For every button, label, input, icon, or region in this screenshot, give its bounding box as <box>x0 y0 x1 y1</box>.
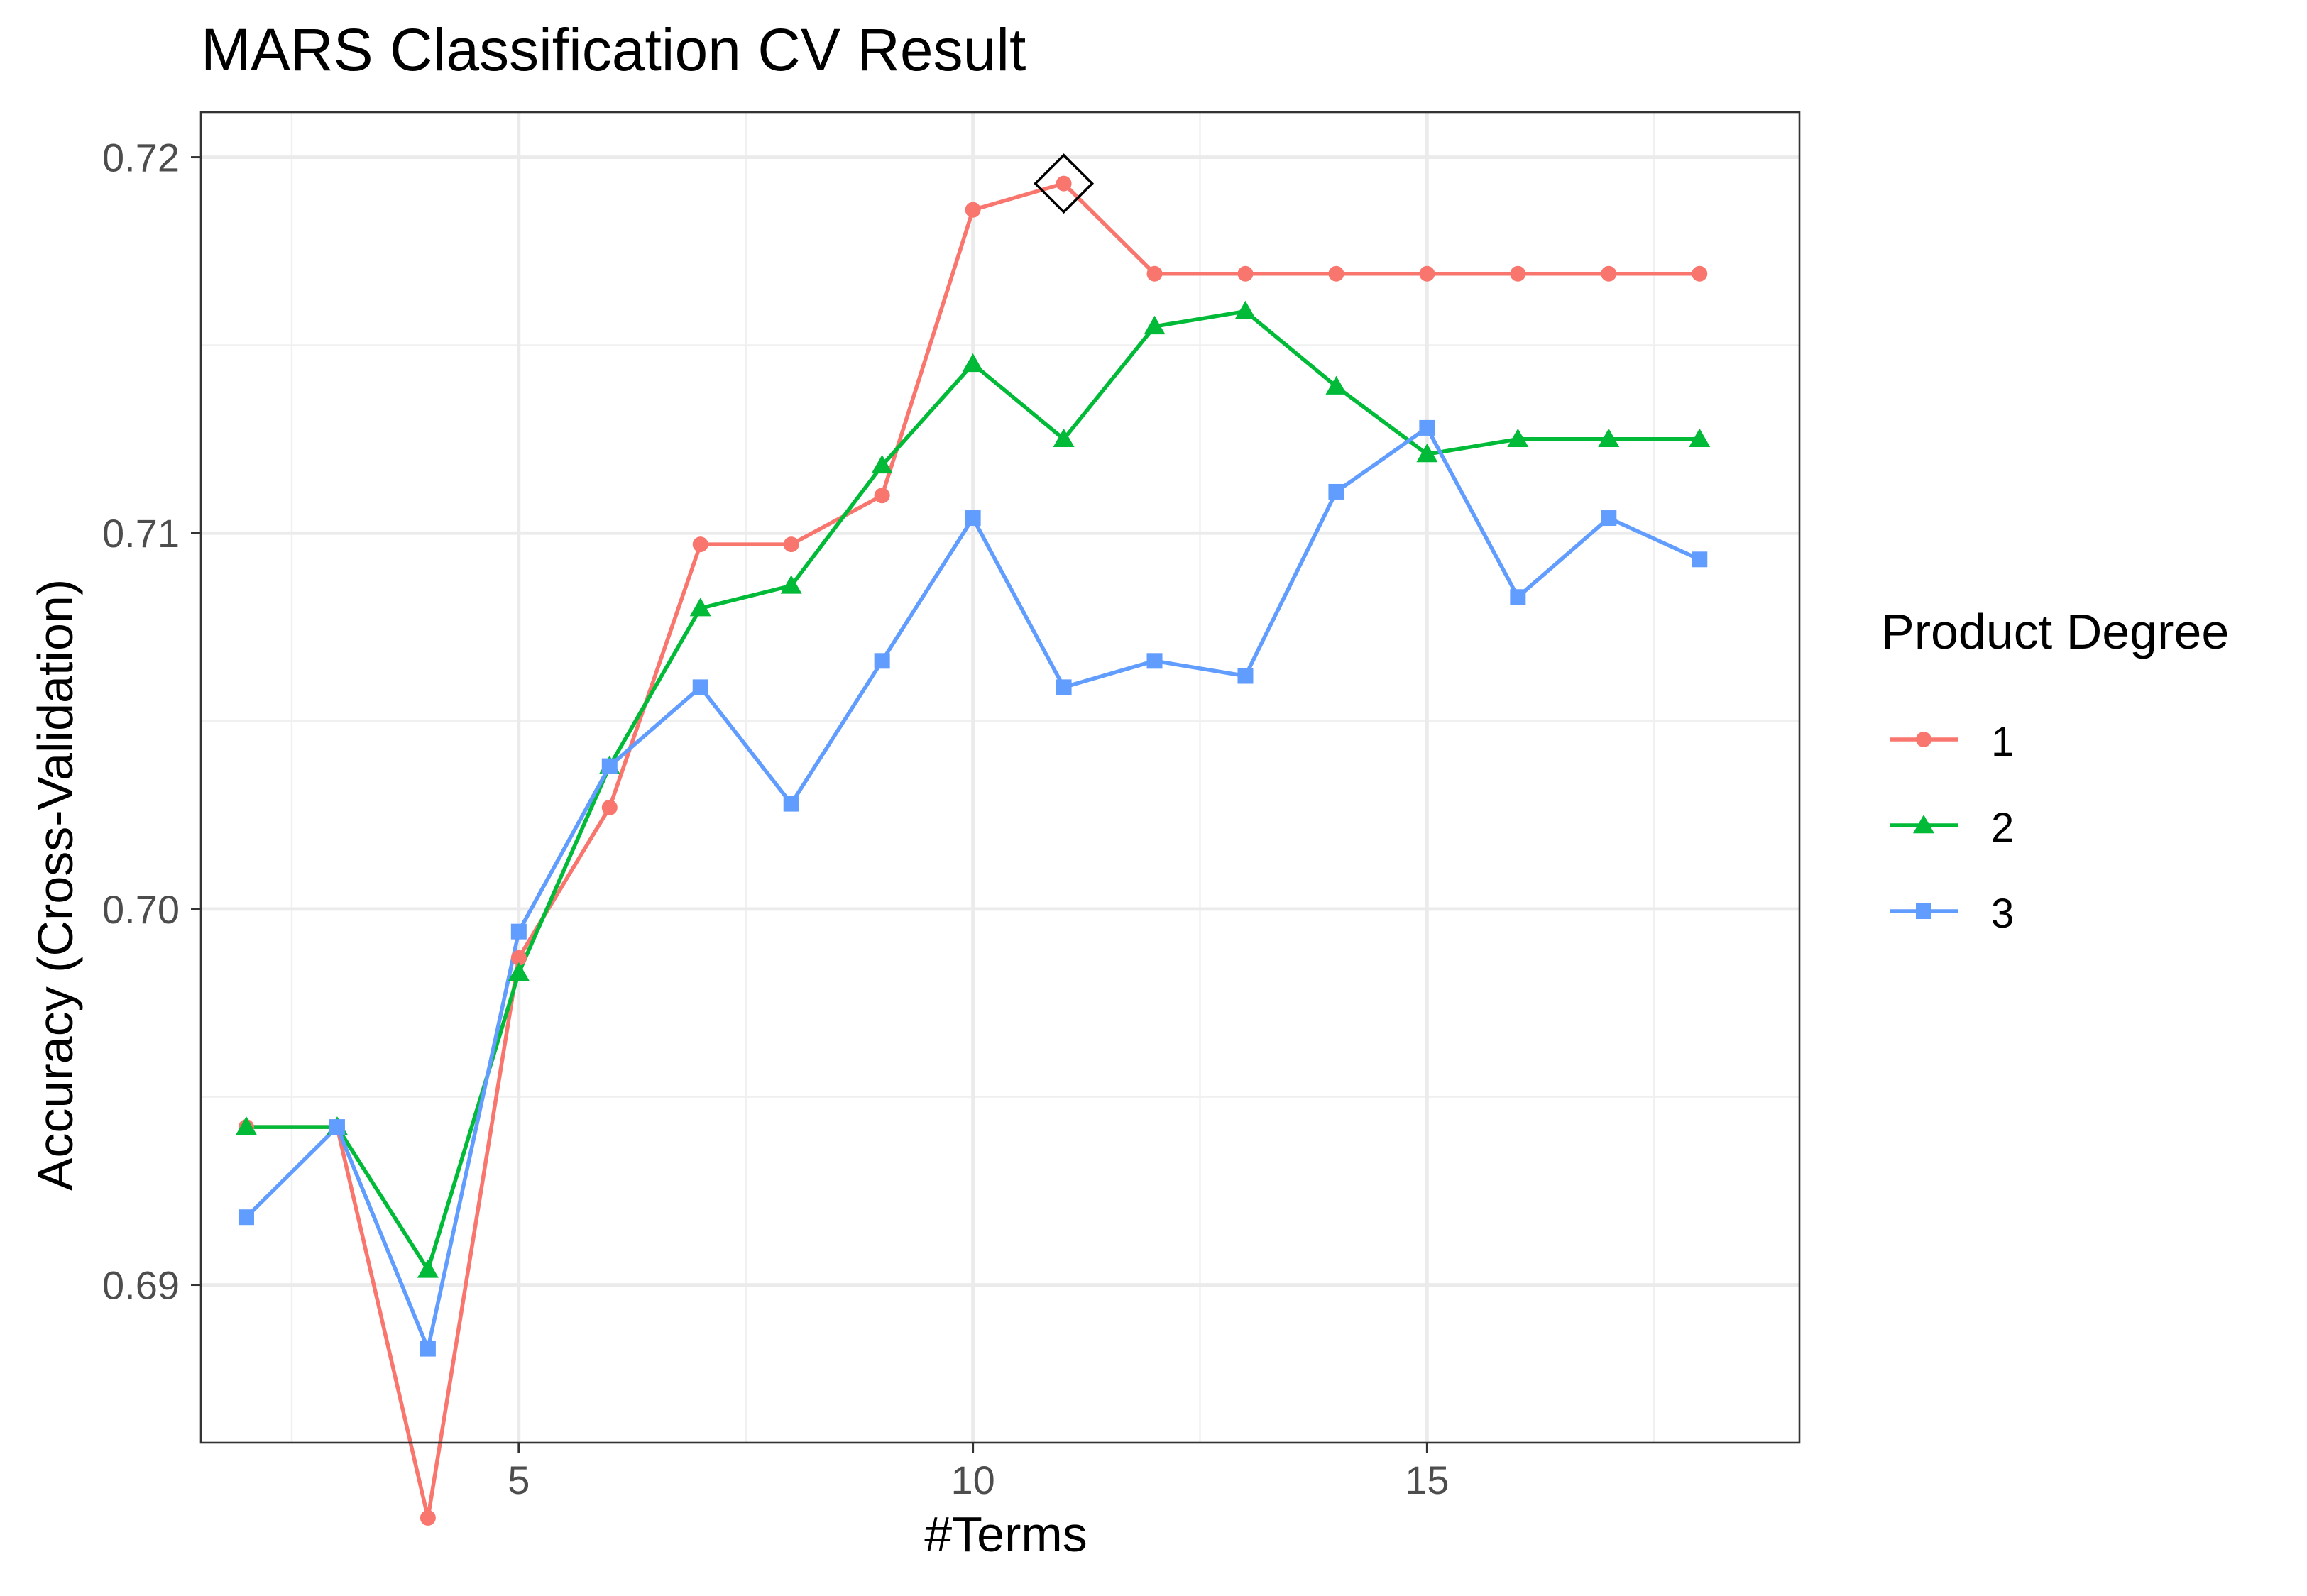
data-point-1-8 <box>783 536 799 553</box>
data-point-1-7 <box>692 536 708 553</box>
data-point-1-12 <box>1146 265 1163 282</box>
legend-key-2 <box>1890 815 1958 834</box>
y-tick-label: 0.71 <box>102 511 180 556</box>
data-point-1-16 <box>1510 265 1526 282</box>
legend-item-1: 1 <box>1881 697 2229 783</box>
x-axis-label: #Terms <box>924 1507 1087 1562</box>
legend-label-3: 3 <box>1991 891 2015 937</box>
data-point-3-11 <box>1056 679 1072 695</box>
data-point-3-16 <box>1510 589 1526 605</box>
data-point-3-7 <box>692 679 708 695</box>
data-point-3-17 <box>1601 510 1617 527</box>
legend-item-2: 2 <box>1881 783 2229 869</box>
data-point-1-6 <box>601 799 618 815</box>
legend: Product Degree 1 2 3 <box>1881 603 2229 954</box>
data-point-2-9 <box>871 454 893 474</box>
data-point-2-8 <box>780 575 802 594</box>
data-point-1-13 <box>1237 265 1254 282</box>
legend-key-marker <box>1916 903 1931 919</box>
data-point-1-5 <box>510 950 527 966</box>
x-tick-label: 10 <box>950 1458 994 1502</box>
data-point-2-5 <box>508 962 530 981</box>
legend-label-2: 2 <box>1991 805 2015 851</box>
data-point-3-6 <box>601 758 618 774</box>
data-point-3-4 <box>420 1341 436 1357</box>
legend-item-3: 3 <box>1881 869 2229 954</box>
data-point-1-18 <box>1692 265 1708 282</box>
data-point-2-18 <box>1689 428 1711 448</box>
data-point-3-8 <box>783 796 799 812</box>
legend-key-marker <box>1916 732 1931 747</box>
data-point-2-7 <box>689 598 711 617</box>
y-tick-label: 0.69 <box>102 1263 180 1308</box>
data-point-2-11 <box>1053 428 1075 448</box>
data-point-3-15 <box>1419 419 1435 436</box>
data-point-1-15 <box>1419 265 1435 282</box>
y-tick-label: 0.72 <box>102 136 180 180</box>
data-point-2-17 <box>1598 428 1620 448</box>
legend-items: 1 2 3 <box>1881 697 2229 954</box>
series-markers-3 <box>238 419 1708 1357</box>
x-tick-label: 5 <box>508 1458 530 1502</box>
data-point-3-13 <box>1237 668 1254 684</box>
plot-border <box>199 111 1801 1444</box>
data-point-1-17 <box>1601 265 1617 282</box>
data-point-2-15 <box>1416 443 1438 463</box>
data-point-2-12 <box>1144 315 1166 335</box>
data-point-3-18 <box>1692 551 1708 568</box>
data-point-3-14 <box>1328 483 1344 500</box>
y-axis-label: Accuracy (Cross-Validation) <box>28 578 83 1192</box>
data-point-1-14 <box>1328 265 1344 282</box>
data-point-2-2 <box>235 1116 257 1135</box>
legend-key-1 <box>1890 732 1958 747</box>
data-point-3-3 <box>329 1119 345 1135</box>
data-point-3-2 <box>238 1209 254 1226</box>
data-point-3-9 <box>874 653 890 669</box>
data-point-2-16 <box>1507 428 1529 448</box>
legend-key-3 <box>1890 903 1958 919</box>
data-point-1-11 <box>1056 175 1072 192</box>
data-point-1-4 <box>420 1509 436 1526</box>
legend-title: Product Degree <box>1881 604 2230 659</box>
data-point-1-10 <box>965 202 981 218</box>
y-tick-label: 0.70 <box>102 887 180 932</box>
data-point-3-5 <box>510 923 527 940</box>
data-point-2-14 <box>1325 375 1347 395</box>
legend-label-1: 1 <box>1991 719 2015 765</box>
best-marker-diamond <box>1034 153 1095 214</box>
plot-panel <box>201 112 1799 1443</box>
data-point-2-13 <box>1234 300 1256 319</box>
data-point-3-12 <box>1146 653 1163 669</box>
data-point-2-4 <box>417 1259 439 1278</box>
chart-title: MARS Classification CV Result <box>201 16 1026 83</box>
data-point-3-10 <box>965 510 981 527</box>
legend-key-marker <box>1913 815 1934 834</box>
data-point-1-9 <box>874 488 890 504</box>
x-tick-label: 15 <box>1405 1458 1449 1502</box>
data-point-2-10 <box>962 353 984 373</box>
